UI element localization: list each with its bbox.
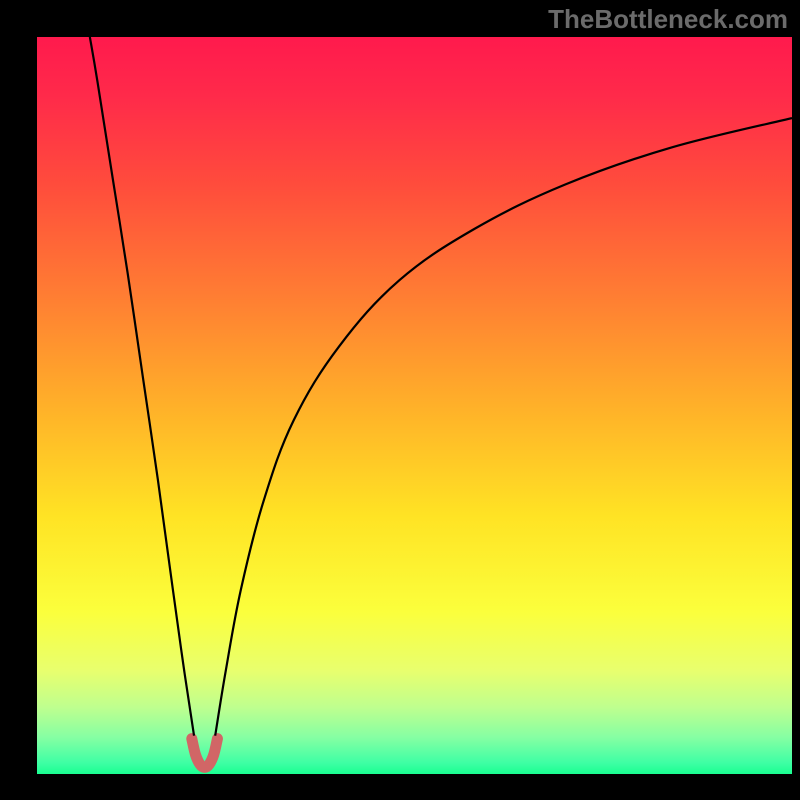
gradient-background (37, 37, 792, 774)
watermark-text: TheBottleneck.com (548, 4, 788, 35)
bottleneck-curve-plot (37, 37, 792, 774)
chart-frame (37, 37, 792, 774)
